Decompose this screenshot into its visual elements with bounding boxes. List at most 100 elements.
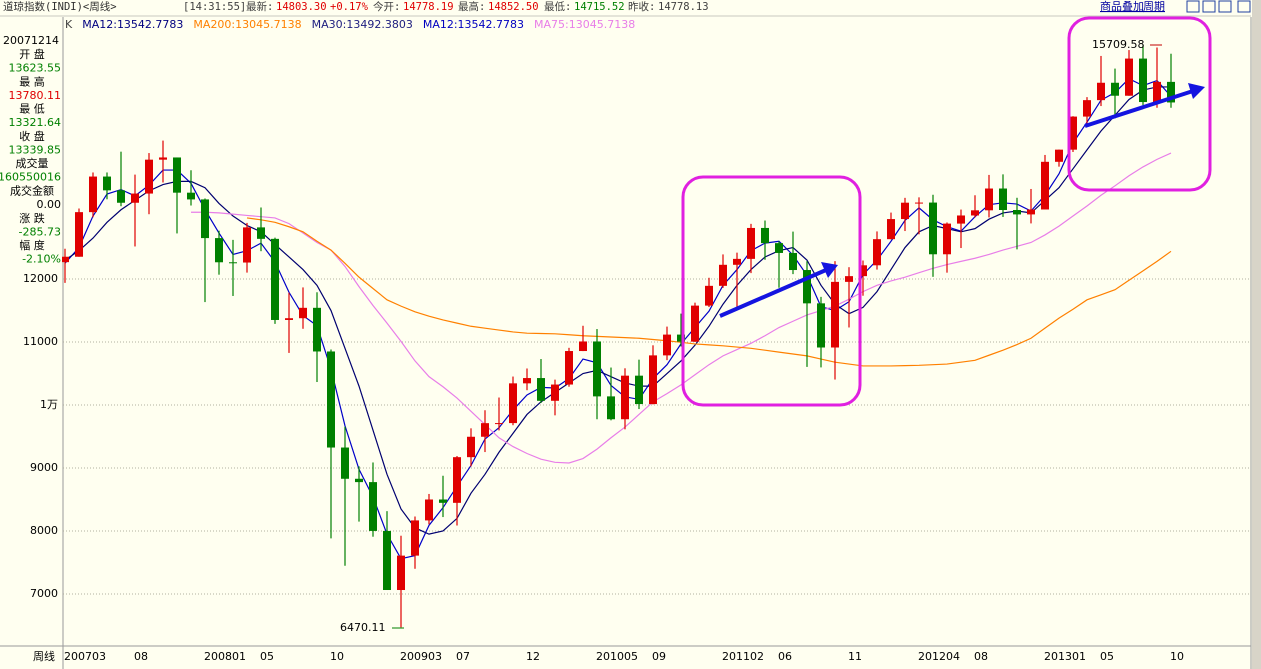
panel-label: 成交量	[16, 156, 49, 170]
toolbar-button[interactable]: 周期	[1143, 0, 1165, 13]
candle-body	[299, 307, 307, 319]
candle-body	[173, 157, 181, 193]
candle-body	[733, 258, 741, 265]
y-tick-label: 9000	[30, 461, 58, 474]
plot: 7000 8000 9000 1万 11000 12000	[23, 45, 1251, 628]
quote-change: +0.17%	[330, 1, 369, 13]
candle-body	[551, 384, 559, 401]
candle-body	[565, 351, 573, 385]
panel-value: 13780.11	[9, 89, 62, 102]
x-tick-label: 08	[134, 650, 148, 663]
legend-entry: MA200:13045.7138	[193, 18, 301, 31]
quote-value: 14778.19	[403, 1, 454, 13]
x-tick-label: 11	[848, 650, 862, 663]
candle-body	[75, 212, 83, 257]
candle-body	[607, 396, 615, 420]
candle-body	[397, 555, 405, 591]
candle-body	[957, 215, 965, 224]
candle-body	[257, 227, 265, 239]
candle-body	[215, 238, 223, 263]
candle-body	[1097, 82, 1105, 101]
candle-body	[929, 202, 937, 255]
candle-body	[663, 334, 671, 356]
trend-arrow	[719, 268, 827, 318]
panel-label: 收 盘	[19, 129, 45, 143]
candle-body	[1167, 81, 1175, 103]
candle-body	[1083, 100, 1091, 117]
x-tick-label: 200703	[64, 650, 106, 663]
highlight-box	[681, 175, 862, 407]
candle-body	[775, 243, 783, 253]
candle-body	[1111, 82, 1119, 96]
candle-body	[145, 159, 153, 194]
quote-label: 最高:	[458, 0, 485, 13]
candle-body	[229, 262, 237, 264]
candle-body	[705, 285, 713, 306]
x-tick-label: 10	[1170, 650, 1184, 663]
legend-entry: MA30:13492.3803	[312, 18, 413, 31]
candle-body	[481, 423, 489, 437]
legend-entry: K	[65, 18, 73, 31]
x-tick-label: 07	[456, 650, 470, 663]
y-tick-label: 11000	[23, 335, 58, 348]
candle-body	[201, 199, 209, 239]
candle-body	[187, 192, 195, 200]
panel-label: 涨 跌	[19, 211, 45, 225]
ma-line	[246, 217, 1172, 367]
candle-body	[943, 223, 951, 255]
panel-label: 最 低	[19, 103, 45, 116]
quote-label: 最低:	[544, 0, 571, 13]
candle-body	[621, 375, 629, 420]
candle-body	[89, 176, 97, 213]
nav-icon[interactable]	[1186, 0, 1200, 13]
candle-body	[817, 303, 825, 348]
legend-entry: MA75:13045.7138	[534, 18, 635, 31]
trend-arrow	[1084, 89, 1194, 128]
panel-value: -2.10%	[22, 253, 61, 266]
info-panel	[0, 32, 62, 272]
candle-body	[1069, 116, 1077, 150]
x-tick-label: 05	[260, 650, 274, 663]
candle-body	[243, 227, 251, 263]
ma-line	[64, 86, 1171, 535]
toolbar-button[interactable]: 商品叠加	[1100, 0, 1144, 13]
candle-body	[887, 219, 895, 240]
highlight-box	[1067, 16, 1212, 192]
x-tick-label: 201204	[918, 650, 960, 663]
candle-body	[117, 190, 125, 203]
x-tick-label: 201005	[596, 650, 638, 663]
candle-body	[803, 270, 811, 304]
candle-body	[159, 157, 167, 160]
y-tick-label: 12000	[23, 272, 58, 285]
candle-body	[355, 478, 363, 483]
x-tick-label: 12	[526, 650, 540, 663]
candle-body	[425, 499, 433, 521]
nav-icon[interactable]	[1218, 0, 1232, 13]
candle-body	[523, 378, 531, 384]
nav-icon[interactable]	[1202, 0, 1216, 13]
candle-body	[453, 457, 461, 503]
panel-label: 成交金额	[10, 184, 54, 198]
candle-body	[915, 202, 923, 204]
candle-body	[411, 520, 419, 556]
candle-body	[327, 351, 335, 448]
panel-value: 13339.85	[9, 143, 62, 156]
candle-body	[285, 318, 293, 320]
legend-entry: MA12:13542.7783	[82, 18, 183, 31]
x-tick-label: 200903	[400, 650, 442, 663]
candle-body	[831, 281, 839, 348]
panel-date: 20071214	[3, 34, 59, 47]
candle-body	[649, 355, 657, 405]
panel-value: 0.00	[37, 198, 62, 211]
candle-body	[761, 227, 769, 244]
candle-body	[593, 341, 601, 397]
annotation: 6470.11	[340, 621, 386, 634]
panel-value: 160550016	[0, 171, 61, 184]
x-tick-label: 09	[652, 650, 666, 663]
candle-body	[495, 423, 503, 425]
candle-body	[271, 238, 279, 320]
trend-arrowhead	[821, 262, 838, 278]
candle-body	[1055, 149, 1063, 162]
nav-icon[interactable]	[1237, 0, 1251, 13]
